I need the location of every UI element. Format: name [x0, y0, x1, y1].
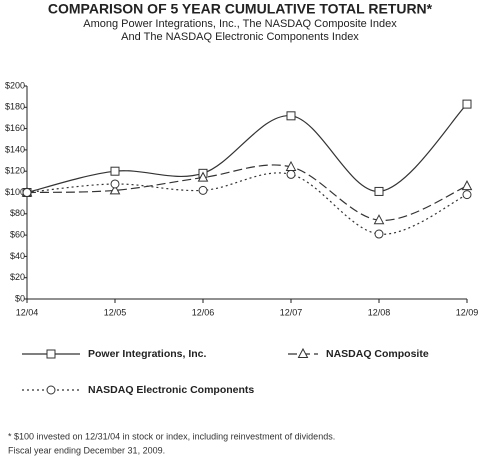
data-point — [110, 166, 120, 176]
data-point — [462, 190, 472, 200]
data-point — [461, 180, 473, 191]
y-tick-label: $0 — [15, 293, 25, 303]
legend-label: NASDAQ Composite — [326, 348, 429, 360]
legend-label: NASDAQ Electronic Components — [88, 384, 254, 396]
x-tick-label: 12/04 — [16, 307, 39, 317]
data-point — [22, 188, 32, 197]
x-tick-label: 12/08 — [368, 307, 391, 317]
data-point — [286, 111, 296, 121]
y-tick-label: $60 — [10, 229, 25, 239]
series-line — [26, 103, 468, 194]
y-tick-label: $100 — [5, 187, 25, 197]
footnote: * $100 invested on 12/31/04 in stock or … — [8, 431, 335, 441]
legend-marker — [297, 347, 309, 358]
data-point — [197, 171, 209, 182]
data-point — [286, 169, 296, 179]
y-tick-label: $160 — [5, 123, 25, 133]
x-tick-label: 12/09 — [456, 307, 479, 317]
data-point — [110, 179, 120, 189]
chart-subtitle: And The NASDAQ Electronic Components Ind… — [121, 31, 359, 43]
chart-title: COMPARISON OF 5 YEAR CUMULATIVE TOTAL RE… — [48, 1, 433, 17]
y-tick-label: $180 — [5, 102, 25, 112]
data-point — [374, 186, 384, 196]
legend-marker — [46, 349, 56, 359]
legend-marker — [46, 385, 56, 395]
series-line — [26, 172, 468, 235]
y-tick-label: $20 — [10, 272, 25, 282]
y-tick-label: $80 — [10, 208, 25, 218]
data-point — [374, 229, 384, 239]
y-tick-label: $40 — [10, 251, 25, 261]
legend-label: Power Integrations, Inc. — [88, 348, 207, 360]
footnote: Fiscal year ending December 31, 2009. — [8, 445, 165, 455]
x-tick-label: 12/07 — [280, 307, 303, 317]
chart-subtitle: Among Power Integrations, Inc., The NASD… — [83, 18, 397, 30]
y-tick-label: $140 — [5, 144, 25, 154]
y-tick-label: $120 — [5, 166, 25, 176]
y-tick-label: $200 — [5, 80, 25, 90]
data-point — [462, 99, 472, 109]
series-line — [26, 164, 468, 221]
x-tick-label: 12/05 — [104, 307, 127, 317]
data-point — [373, 214, 385, 225]
data-point — [109, 184, 121, 195]
data-point — [198, 185, 208, 195]
x-tick-label: 12/06 — [192, 307, 215, 317]
